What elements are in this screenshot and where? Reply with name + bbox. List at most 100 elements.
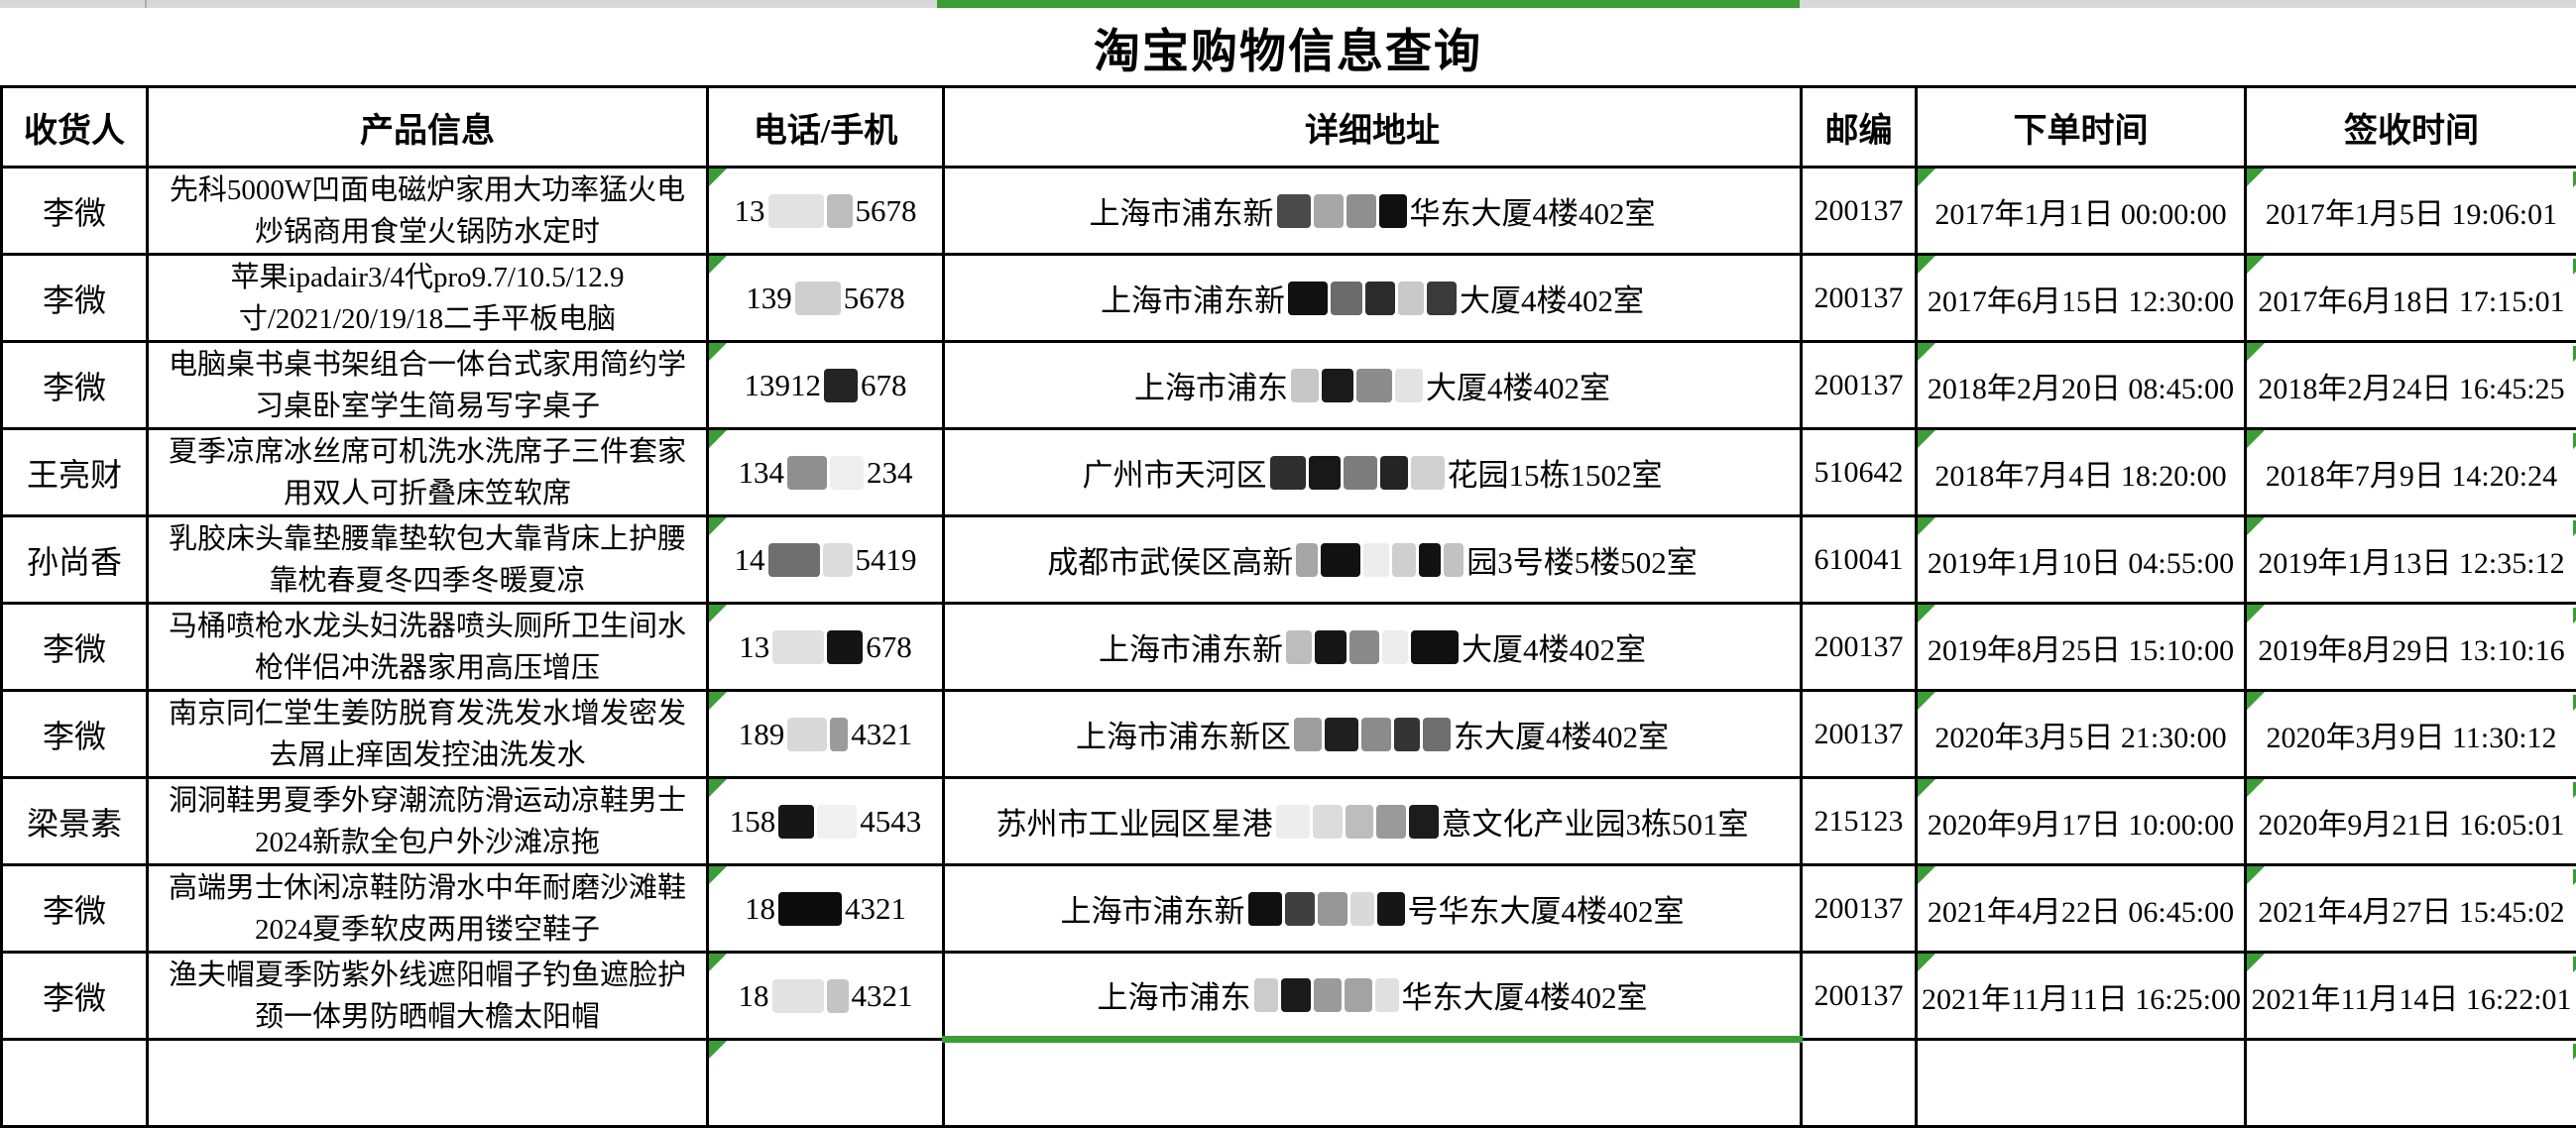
col-header-phone[interactable]: 电话/手机 — [708, 87, 944, 168]
cell-order-time[interactable]: 2018年2月20日 08:45:00 — [1917, 342, 2246, 429]
cell-address[interactable]: 上海市浦东华东大厦4楼402室 — [944, 953, 1802, 1040]
page-title[interactable]: 淘宝购物信息查询 — [1094, 13, 1482, 81]
cell-address[interactable]: 上海市浦东新大厦4楼402室 — [944, 604, 1802, 691]
cell-address[interactable]: 广州市天河区花园15栋1502室 — [944, 429, 1802, 516]
cell-zip[interactable]: 215123 — [1802, 778, 1917, 865]
col-header-order-time[interactable]: 下单时间 — [1917, 87, 2246, 168]
col-header-product[interactable]: 产品信息 — [148, 87, 708, 168]
cell-zip[interactable]: 200137 — [1802, 168, 1917, 255]
cell-recipient[interactable]: 李微 — [2, 342, 148, 429]
cell-zip[interactable]: 200137 — [1802, 691, 1917, 778]
cell-sign-time[interactable]: 2020年3月9日 11:30:12 — [2246, 691, 2576, 778]
cell-recipient[interactable]: 李微 — [2, 168, 148, 255]
text-fragment: 广州市天河区 — [1083, 450, 1267, 495]
cell-sign-time[interactable]: 2018年2月24日 16:45:25 — [2246, 342, 2576, 429]
cell-recipient[interactable]: 梁景素 — [2, 778, 148, 865]
cell-sign-time[interactable]: 2018年7月9日 14:20:24 — [2246, 429, 2576, 516]
cell-product[interactable]: 马桶喷枪水龙头妇洗器喷头厕所卫生间水枪伴侣冲洗器家用高压增压 — [148, 604, 708, 691]
cell-recipient[interactable]: 李微 — [2, 953, 148, 1040]
cell-empty[interactable] — [148, 1040, 708, 1127]
cell-order-time[interactable]: 2018年7月4日 18:20:00 — [1917, 429, 2246, 516]
cell-sign-time[interactable]: 2017年6月18日 17:15:01 — [2246, 255, 2576, 342]
cell-recipient[interactable]: 王亮财 — [2, 429, 148, 516]
cell-sign-time[interactable]: 2019年8月29日 13:10:16 — [2246, 604, 2576, 691]
cell-zip[interactable]: 510642 — [1802, 429, 1917, 516]
redaction-block — [1356, 369, 1392, 402]
cell-empty[interactable] — [944, 1040, 1802, 1127]
redaction-block — [1313, 805, 1343, 839]
cell-sign-time[interactable]: 2019年1月13日 12:35:12 — [2246, 516, 2576, 604]
cell-recipient[interactable]: 李微 — [2, 865, 148, 953]
cell-zip[interactable]: 200137 — [1802, 953, 1917, 1040]
redaction-block — [1288, 282, 1328, 315]
cell-product[interactable]: 南京同仁堂生姜防脱育发洗发水增发密发去屑止痒固发控油洗发水 — [148, 691, 708, 778]
cell-empty[interactable] — [708, 1040, 944, 1127]
redaction-block — [1394, 718, 1420, 751]
cell-zip[interactable]: 200137 — [1802, 865, 1917, 953]
cell-sign-time[interactable]: 2017年1月5日 19:06:01 — [2246, 168, 2576, 255]
cell-empty[interactable] — [1917, 1040, 2246, 1127]
table-row: 李微苹果ipadair3/4代pro9.7/10.5/12.9寸/2021/20… — [2, 255, 2576, 342]
number-stored-as-text-flag-icon — [1918, 779, 1935, 797]
cell-zip[interactable]: 200137 — [1802, 342, 1917, 429]
cell-product[interactable]: 高端男士休闲凉鞋防滑水中年耐磨沙滩鞋2024夏季软皮两用镂空鞋子 — [148, 865, 708, 953]
text-fragment: 4543 — [860, 804, 921, 840]
cell-zip[interactable]: 200137 — [1802, 604, 1917, 691]
redacted-text: 上海市浦东华东大厦4楼402室 — [949, 972, 1796, 1017]
cell-recipient[interactable]: 李微 — [2, 255, 148, 342]
cell-order-time[interactable]: 2017年1月1日 00:00:00 — [1917, 168, 2246, 255]
cell-recipient[interactable]: 孙尚香 — [2, 516, 148, 604]
number-stored-as-text-flag-icon — [2247, 866, 2265, 884]
cell-product[interactable]: 先科5000W凹面电磁炉家用大功率猛火电炒锅商用食堂火锅防水定时 — [148, 168, 708, 255]
cell-product[interactable]: 洞洞鞋男夏季外穿潮流防滑运动凉鞋男士2024新款全包户外沙滩凉拖 — [148, 778, 708, 865]
cell-order-time[interactable]: 2020年3月5日 21:30:00 — [1917, 691, 2246, 778]
number-stored-as-text-flag-icon — [2247, 169, 2265, 186]
redaction-block — [1350, 892, 1374, 926]
cell-product[interactable]: 电脑桌书桌书架组合一体台式家用简约学习桌卧室学生简易写字桌子 — [148, 342, 708, 429]
cell-zip[interactable]: 610041 — [1802, 516, 1917, 604]
col-header-address[interactable]: 详细地址 — [944, 87, 1802, 168]
col-header-recipient[interactable]: 收货人 — [2, 87, 148, 168]
cell-order-time[interactable]: 2017年6月15日 12:30:00 — [1917, 255, 2246, 342]
cell-recipient[interactable]: 李微 — [2, 604, 148, 691]
cell-zip[interactable]: 200137 — [1802, 255, 1917, 342]
number-stored-as-text-flag-icon — [709, 517, 727, 535]
cell-product[interactable]: 乳胶床头靠垫腰靠垫软包大靠背床上护腰靠枕春夏冬四季冬暖夏凉 — [148, 516, 708, 604]
cell-order-time[interactable]: 2020年9月17日 10:00:00 — [1917, 778, 2246, 865]
cell-address[interactable]: 上海市浦东大厦4楼402室 — [944, 342, 1802, 429]
col-header-zip[interactable]: 邮编 — [1802, 87, 1917, 168]
cell-product[interactable]: 渔夫帽夏季防紫外线遮阳帽子钓鱼遮脸护颈一体男防晒帽大檐太阳帽 — [148, 953, 708, 1040]
cell-address[interactable]: 上海市浦东新号华东大厦4楼402室 — [944, 865, 1802, 953]
cell-address[interactable]: 上海市浦东新大厦4楼402室 — [944, 255, 1802, 342]
cell-sign-time[interactable]: 2020年9月21日 16:05:01 — [2246, 778, 2576, 865]
cell-empty[interactable] — [2246, 1040, 2576, 1127]
order-time-text: 2020年9月17日 10:00:00 — [1928, 809, 2234, 842]
cell-empty[interactable] — [2, 1040, 148, 1127]
cell-address[interactable]: 成都市武侯区高新园3号楼5楼502室 — [944, 516, 1802, 604]
cell-order-time[interactable]: 2019年8月25日 15:10:00 — [1917, 604, 2246, 691]
cell-order-time[interactable]: 2021年11月11日 16:25:00 — [1917, 953, 2246, 1040]
cell-address[interactable]: 上海市浦东新区东大厦4楼402室 — [944, 691, 1802, 778]
cell-recipient[interactable]: 李微 — [2, 691, 148, 778]
cell-order-time[interactable]: 2021年4月22日 06:45:00 — [1917, 865, 2246, 953]
cell-product[interactable]: 夏季凉席冰丝席可机洗水洗席子三件套家用双人可折叠床笠软席 — [148, 429, 708, 516]
cell-sign-time[interactable]: 2021年4月27日 15:45:02 — [2246, 865, 2576, 953]
cell-product[interactable]: 苹果ipadair3/4代pro9.7/10.5/12.9寸/2021/20/1… — [148, 255, 708, 342]
sign-time-text: 2019年1月13日 12:35:12 — [2258, 547, 2564, 580]
cell-empty[interactable] — [1802, 1040, 1917, 1127]
cell-address[interactable]: 上海市浦东新华东大厦4楼402室 — [944, 168, 1802, 255]
cell-address[interactable]: 苏州市工业园区星港意文化产业园3栋501室 — [944, 778, 1802, 865]
col-header-sign-time[interactable]: 签收时间 — [2246, 87, 2576, 168]
cell-order-time[interactable]: 2019年1月10日 04:55:00 — [1917, 516, 2246, 604]
cell-sign-time[interactable]: 2021年11月14日 16:22:01 — [2246, 953, 2576, 1040]
